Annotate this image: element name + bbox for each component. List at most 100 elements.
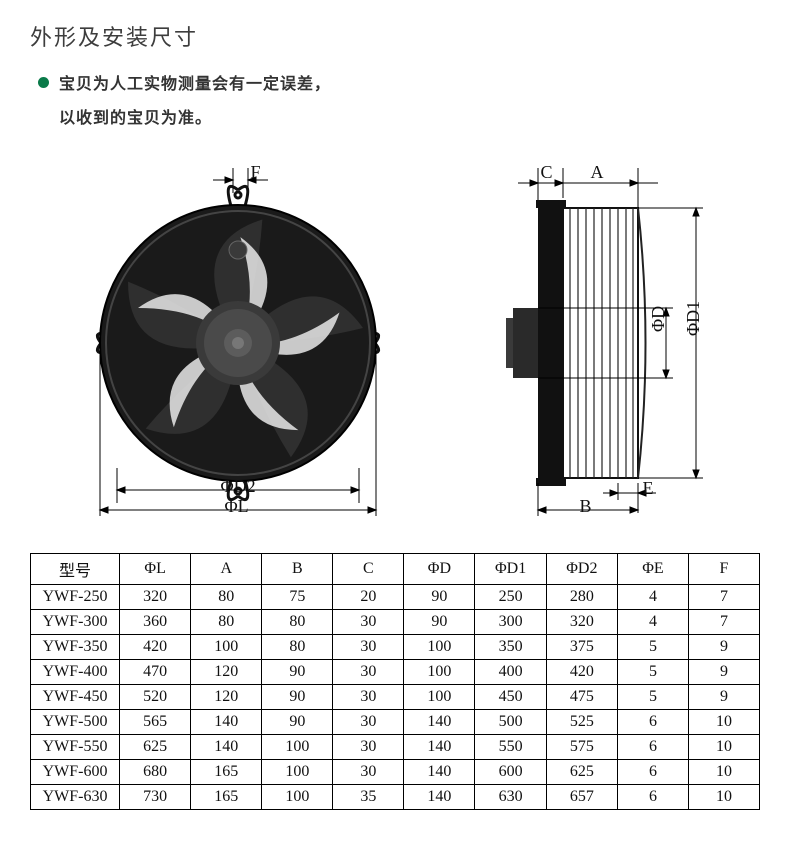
- table-cell: 250: [475, 585, 546, 610]
- table-cell: 375: [546, 635, 617, 660]
- table-row: YWF-3003608080309030032047: [31, 610, 760, 635]
- table-cell: 80: [262, 635, 333, 660]
- table-cell: 450: [475, 685, 546, 710]
- bullet-icon: [38, 77, 49, 88]
- table-cell: 575: [546, 735, 617, 760]
- table-cell: 420: [120, 635, 191, 660]
- label-phiD: ΦD: [648, 306, 669, 332]
- table-cell: 500: [475, 710, 546, 735]
- col-header: ΦD2: [546, 554, 617, 585]
- table-cell: 165: [191, 760, 262, 785]
- table-header-row: 型号ΦLABCΦDΦD1ΦD2ΦEF: [31, 554, 760, 585]
- table-cell: 10: [688, 735, 759, 760]
- note-text-1: 宝贝为人工实物测量会有一定误差，: [59, 70, 331, 94]
- table-cell: 100: [191, 635, 262, 660]
- table-cell: 100: [404, 685, 475, 710]
- table-cell: 30: [333, 760, 404, 785]
- table-cell: 657: [546, 785, 617, 810]
- label-E: E: [643, 478, 654, 499]
- table-cell: 360: [120, 610, 191, 635]
- table-cell: 30: [333, 610, 404, 635]
- table-cell: 10: [688, 760, 759, 785]
- table-cell: 7: [688, 610, 759, 635]
- table-cell: 350: [475, 635, 546, 660]
- table-cell: 730: [120, 785, 191, 810]
- dimension-table: 型号ΦLABCΦDΦD1ΦD2ΦEF YWF-25032080752090250…: [30, 553, 760, 810]
- table-cell: 30: [333, 735, 404, 760]
- table-cell: 6: [617, 735, 688, 760]
- table-cell: 100: [262, 760, 333, 785]
- col-header: 型号: [31, 554, 120, 585]
- table-cell: 625: [546, 760, 617, 785]
- table-cell: 75: [262, 585, 333, 610]
- table-cell: YWF-550: [31, 735, 120, 760]
- table-cell: 30: [333, 660, 404, 685]
- table-cell: 550: [475, 735, 546, 760]
- side-svg: [488, 158, 718, 518]
- table-cell: 9: [688, 685, 759, 710]
- table-cell: 400: [475, 660, 546, 685]
- table-cell: 90: [404, 610, 475, 635]
- table-cell: 475: [546, 685, 617, 710]
- table-cell: YWF-630: [31, 785, 120, 810]
- table-cell: 300: [475, 610, 546, 635]
- table-cell: YWF-250: [31, 585, 120, 610]
- label-phiD2: ΦD2: [221, 476, 256, 497]
- table-cell: 80: [191, 585, 262, 610]
- table-cell: 30: [333, 710, 404, 735]
- front-svg: [73, 158, 403, 518]
- table-cell: YWF-600: [31, 760, 120, 785]
- table-row: YWF-2503208075209025028047: [31, 585, 760, 610]
- table-row: YWF-450520120903010045047559: [31, 685, 760, 710]
- label-A: A: [591, 162, 604, 183]
- label-B: B: [580, 496, 592, 517]
- page-title: 外形及安装尺寸: [30, 20, 760, 52]
- table-cell: 525: [546, 710, 617, 735]
- table-cell: 20: [333, 585, 404, 610]
- diagram-area: F ΦD2 ΦL: [30, 148, 760, 528]
- table-cell: 140: [191, 735, 262, 760]
- note-line-1: 宝贝为人工实物测量会有一定误差，: [38, 70, 760, 94]
- col-header: B: [262, 554, 333, 585]
- table-row: YWF-60068016510030140600625610: [31, 760, 760, 785]
- table-cell: 80: [191, 610, 262, 635]
- table-cell: 5: [617, 635, 688, 660]
- table-cell: 120: [191, 660, 262, 685]
- label-F: F: [251, 162, 261, 183]
- table-cell: 6: [617, 785, 688, 810]
- table-cell: YWF-350: [31, 635, 120, 660]
- col-header: ΦL: [120, 554, 191, 585]
- table-cell: 320: [120, 585, 191, 610]
- table-row: YWF-63073016510035140630657610: [31, 785, 760, 810]
- col-header: A: [191, 554, 262, 585]
- table-cell: YWF-400: [31, 660, 120, 685]
- col-header: F: [688, 554, 759, 585]
- table-cell: YWF-450: [31, 685, 120, 710]
- label-phiL: ΦL: [225, 496, 249, 517]
- table-cell: 470: [120, 660, 191, 685]
- table-cell: 100: [404, 660, 475, 685]
- table-cell: 100: [262, 785, 333, 810]
- table-cell: YWF-500: [31, 710, 120, 735]
- fan-side-view: C A ΦD ΦD1 E B: [488, 158, 718, 518]
- table-cell: 80: [262, 610, 333, 635]
- table-row: YWF-400470120903010040042059: [31, 660, 760, 685]
- table-cell: 120: [191, 685, 262, 710]
- table-cell: 6: [617, 760, 688, 785]
- table-row: YWF-350420100803010035037559: [31, 635, 760, 660]
- table-cell: 4: [617, 610, 688, 635]
- table-cell: 165: [191, 785, 262, 810]
- table-cell: 140: [404, 735, 475, 760]
- table-cell: 600: [475, 760, 546, 785]
- label-C: C: [541, 162, 553, 183]
- table-cell: 10: [688, 785, 759, 810]
- table-cell: 30: [333, 685, 404, 710]
- table-cell: 100: [404, 635, 475, 660]
- table-cell: 420: [546, 660, 617, 685]
- table-cell: 6: [617, 710, 688, 735]
- table-cell: 140: [404, 785, 475, 810]
- col-header: C: [333, 554, 404, 585]
- table-cell: 5: [617, 660, 688, 685]
- table-cell: 100: [262, 735, 333, 760]
- fan-front-view: F ΦD2 ΦL: [73, 158, 403, 518]
